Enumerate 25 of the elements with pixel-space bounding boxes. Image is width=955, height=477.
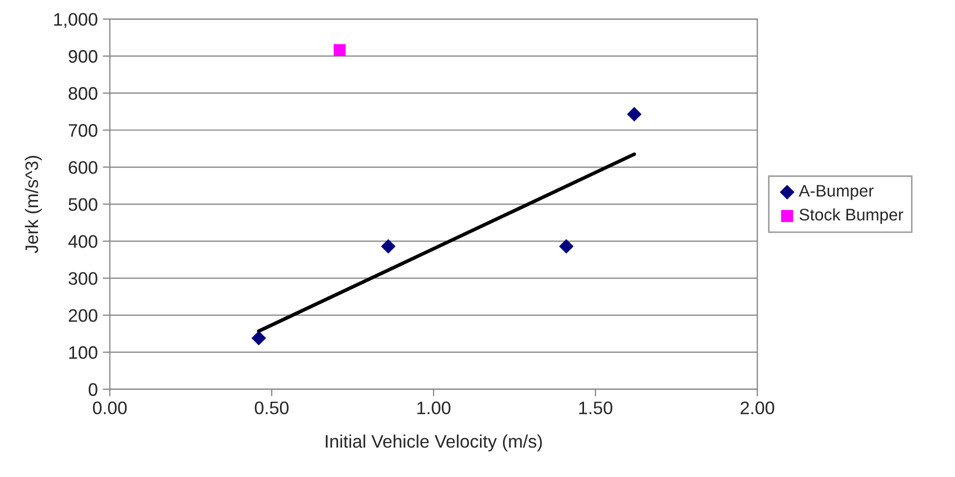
x-tick-label: 1.50 xyxy=(579,402,612,414)
x-tick-label: 0.50 xyxy=(254,402,289,414)
y-tick-label: 800 xyxy=(68,87,98,100)
y-tick-label: 1,000 xyxy=(54,13,98,28)
point xyxy=(251,330,266,346)
y-tick-label: 700 xyxy=(68,124,98,137)
y-tick-label: 900 xyxy=(68,50,98,63)
x-tick-label: 1.00 xyxy=(417,402,450,414)
legend-label: Stock Bumper xyxy=(800,208,904,224)
x-tick-label: 2.00 xyxy=(740,402,774,414)
y-tick-label: 600 xyxy=(68,161,98,174)
y-axis-title: Jerk (m/s^3) xyxy=(24,156,42,254)
point xyxy=(559,239,574,254)
y-tick-label: 100 xyxy=(69,346,98,359)
y-tick-label: 0 xyxy=(88,383,98,396)
point xyxy=(334,44,346,56)
legend-label: A-Bumper xyxy=(798,185,874,200)
x-axis-title: Initial Vehicle Velocity (m/s) xyxy=(326,434,542,452)
y-tick-label: 500 xyxy=(68,198,98,211)
y-tick-label: 300 xyxy=(68,272,98,285)
y-tick-label: 200 xyxy=(68,309,98,322)
point xyxy=(380,239,396,254)
point xyxy=(627,106,642,122)
x-tick-label: 0.00 xyxy=(92,402,127,414)
y-tick-label: 400 xyxy=(68,235,98,248)
